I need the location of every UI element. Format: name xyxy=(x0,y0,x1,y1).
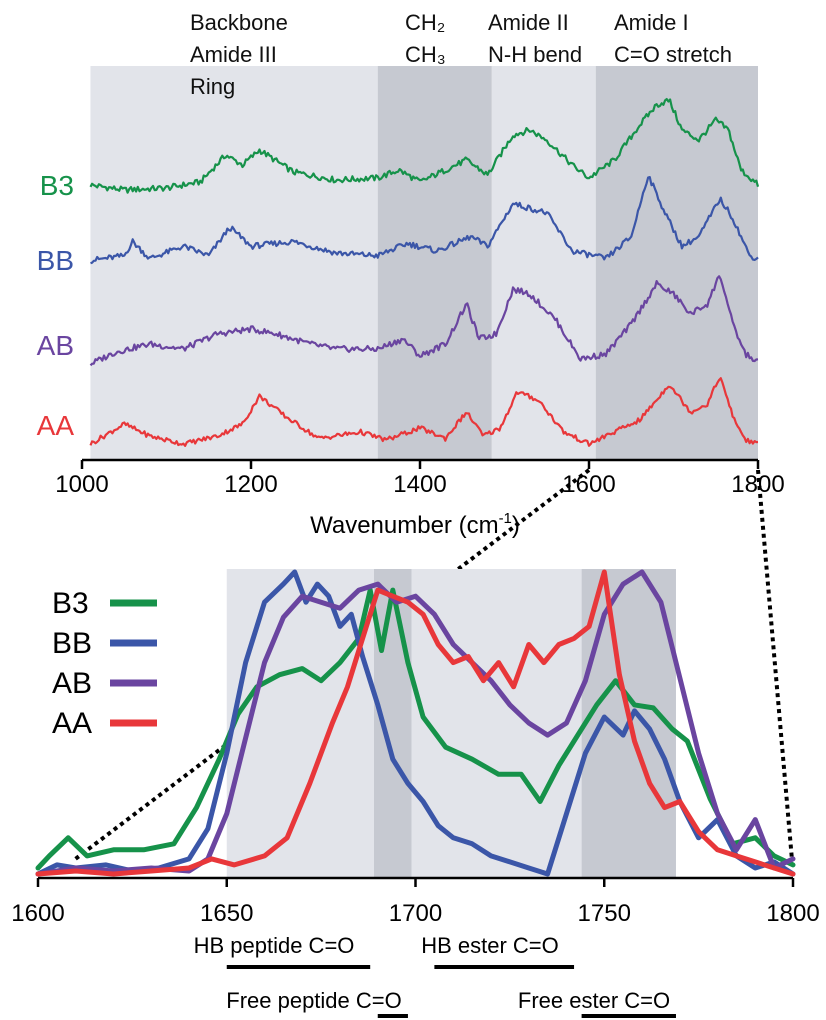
top-region-band xyxy=(377,66,492,460)
top-region-label: C=O stretch xyxy=(614,42,732,67)
top-x-tick-label: 1200 xyxy=(224,471,277,498)
top-region-label: Amide III xyxy=(190,42,277,67)
top-region-bands xyxy=(90,66,758,460)
legend: B3 BB AB AA xyxy=(52,587,157,740)
top-region-label: Amide II xyxy=(488,10,569,35)
top-region-band xyxy=(90,66,378,460)
legend-label-aa: AA xyxy=(52,707,92,740)
top-x-axis-label: Wavenumber (cm-1) xyxy=(310,510,520,539)
legend-label-ab: AB xyxy=(52,667,92,700)
top-series-line-b3 xyxy=(89,97,760,194)
legend-label-b3: B3 xyxy=(52,587,89,620)
top-x-tick-label: 1800 xyxy=(731,471,784,498)
bottom-x-tick-label: 1650 xyxy=(200,900,253,927)
top-series-labels: B3 BB AB AA xyxy=(37,170,75,441)
top-x-axis-label-sup: -1 xyxy=(499,510,512,527)
bottom-x-tick-label: 1600 xyxy=(11,900,64,927)
top-region-label: CH₃ xyxy=(405,42,446,67)
bottom-series-line-aa xyxy=(35,569,796,877)
top-x-tick-label: 1000 xyxy=(55,471,108,498)
top-region-band xyxy=(491,66,596,460)
top-series-line-bb xyxy=(90,176,759,265)
bottom-region-band xyxy=(373,569,412,878)
assignment-label: HB ester C=O xyxy=(421,933,559,958)
top-x-tick-label: 1600 xyxy=(562,471,615,498)
top-region-label: Ring xyxy=(190,74,235,99)
top-series-line-aa xyxy=(89,377,759,447)
assignment-label: Free peptide C=O xyxy=(226,988,401,1013)
assignment-label: HB peptide C=O xyxy=(194,933,355,958)
top-series-line-ab xyxy=(89,275,759,367)
bottom-series-line-ab xyxy=(35,569,796,877)
zoom-line-right xyxy=(756,469,794,861)
bottom-spectra-lines xyxy=(35,569,796,877)
top-region-label: Amide I xyxy=(614,10,689,35)
bottom-zoom-chart: B3 BB AB AA 1600 1650 1700 1750 1800 HB peptide… xyxy=(11,569,820,1018)
bottom-x-tick-label: 1800 xyxy=(766,900,819,927)
top-region-band xyxy=(595,66,758,460)
top-x-ticks: 1000 1200 1400 1600 1800 xyxy=(55,460,785,498)
legend-label-bb: BB xyxy=(52,627,92,660)
bottom-x-tick-label: 1700 xyxy=(389,900,442,927)
top-region-label: CH₂ xyxy=(405,10,445,35)
top-series-label-b3: B3 xyxy=(40,170,74,201)
top-x-tick-label: 1400 xyxy=(393,471,446,498)
top-region-label: N-H bend xyxy=(488,42,582,67)
assignment-label: Free ester C=O xyxy=(518,988,670,1013)
bottom-x-tick-label: 1750 xyxy=(578,900,631,927)
bottom-series-line-bb xyxy=(35,569,796,877)
bottom-x-ticks: 1600 1650 1700 1750 1800 xyxy=(11,878,820,927)
top-series-label-bb: BB xyxy=(37,245,74,276)
top-region-labels: Backbone Amide III Ring CH₂ CH₃ Amide II N-H b… xyxy=(190,10,732,99)
top-series-label-ab: AB xyxy=(37,330,74,361)
bottom-series-line-b3 xyxy=(35,587,796,871)
top-spectra-lines xyxy=(89,97,760,447)
top-series-label-aa: AA xyxy=(37,410,75,441)
top-region-label: Backbone xyxy=(190,10,288,35)
top-spectra-chart: Backbone Amide III Ring CH₂ CH₃ Amide II N-H b… xyxy=(37,10,785,539)
assignment-annotations: HB peptide C=O HB ester C=O Free peptide C… xyxy=(194,933,676,1018)
